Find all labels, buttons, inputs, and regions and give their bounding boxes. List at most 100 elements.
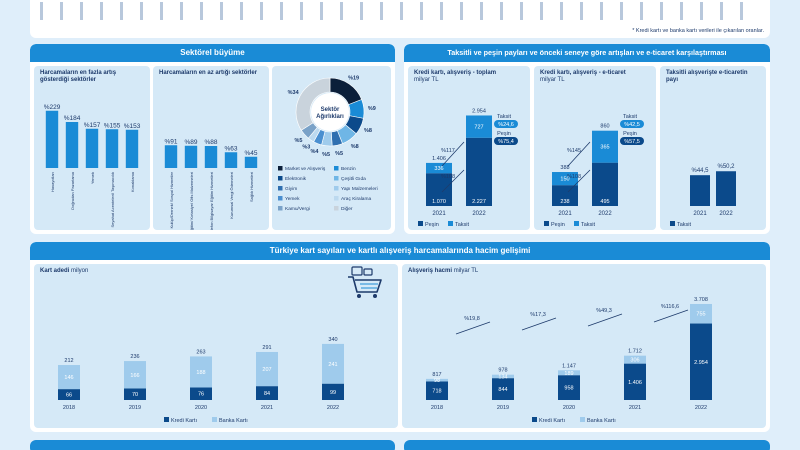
legend-swatch (334, 186, 339, 191)
spend-title: Alışveriş hacmi milyar TL (408, 268, 478, 275)
highest-bar (125, 129, 139, 168)
ecom-taksit-bar (592, 130, 618, 163)
lowest-bar (204, 146, 218, 168)
total-legend-swatch (418, 221, 423, 226)
axis-tick (640, 2, 643, 20)
axis-tick (380, 2, 383, 20)
weight-value-label: %8 (351, 144, 359, 150)
spend-year-label: 2018 (431, 405, 443, 411)
total-taksit-growth: %117 (441, 148, 455, 154)
axis-tick (420, 2, 423, 20)
spend-debit-label: 306 (630, 358, 639, 364)
cards-credit-label: 99 (330, 390, 336, 396)
axis-tick (220, 2, 223, 20)
total-legend-swatch (448, 221, 453, 226)
cards-year-label: 2020 (195, 405, 207, 411)
cards-legend-label: Kredi Kartı (171, 418, 197, 424)
card-count-unit: milyon (71, 268, 89, 274)
legend-swatch (278, 196, 283, 201)
axis-tick (280, 2, 283, 20)
card-count-title: Kart adedi milyon (40, 268, 88, 275)
cards-credit-bar (124, 388, 146, 400)
lowest-bar (244, 156, 258, 168)
weight-value-label: %4 (311, 149, 320, 155)
axis-tick (340, 2, 343, 20)
next-section-left (30, 440, 395, 450)
total-pesin-share-pill (494, 137, 518, 145)
legend-swatch (278, 166, 283, 171)
ecom-legend-swatch (574, 221, 579, 226)
highest-growth-card: Harcamaların en fazla artış gösterdiği s… (34, 66, 150, 230)
total-total-label: 1.406 (432, 156, 446, 162)
cards-credit-label: 76 (198, 392, 204, 398)
axis-tick (60, 2, 63, 20)
highest-value-label: %229 (44, 104, 61, 111)
highest-bar (65, 122, 79, 168)
cards-legend-swatch (212, 417, 217, 422)
donut-title-line1: Sektör (321, 107, 340, 113)
lowest-value-label: %88 (204, 139, 217, 146)
cards-debit-bar (190, 356, 212, 388)
weight-value-label: %8 (364, 128, 372, 134)
cards-debit-label: 166 (130, 373, 139, 379)
spend-growth-arrow (587, 313, 623, 327)
total-legend-label: Taksit (455, 222, 470, 228)
ecom-pesin-label: 495 (600, 199, 609, 205)
lowest-category-label: Eğitim/ Kırtasiye/ Ofis Malzemeleri (189, 172, 194, 230)
legend-swatch (278, 186, 283, 191)
spend-debit-label: 755 (696, 312, 705, 318)
spend-growth-arrow (455, 321, 491, 335)
ecom-unit: milyar TL (540, 77, 565, 83)
highest-bar (105, 129, 119, 168)
axis-tick (180, 2, 183, 20)
spend-legend-swatch (532, 417, 537, 422)
ecom-year-label: 2021 (558, 211, 572, 217)
spend-growth-label: %19,8 (464, 316, 480, 322)
axis-tick (240, 2, 243, 20)
ecom-title-text: Kredi kartı, alışveriş - e-ticaret (540, 70, 626, 76)
spend-year-label: 2021 (629, 405, 641, 411)
sectoral-growth-title: Sektörel büyüme (30, 44, 395, 62)
axis-tick (680, 2, 683, 20)
total-pesin-bar (426, 173, 452, 206)
total-taksit-share: %24,6 (498, 122, 514, 128)
spend-debit-label: 189 (564, 371, 573, 377)
spend-debit-bar (624, 355, 646, 364)
next-section-right (404, 440, 770, 450)
axis-tick (440, 2, 443, 20)
legend-label: Diğer (341, 206, 353, 212)
cards-credit-bar (190, 387, 212, 400)
total-pesin-share-name: Peşin (497, 131, 511, 137)
spend-growth-label: %116,6 (661, 304, 679, 310)
lowest-category-label: Telefon Bilgisayar Eğitim Hizmetleri (209, 172, 214, 230)
spend-total-label: 978 (498, 368, 507, 374)
spend-title-text: Alışveriş hacmi (408, 268, 453, 274)
legend-swatch (334, 196, 339, 201)
axis-tick (320, 2, 323, 20)
weight-value-label: %34 (288, 90, 300, 96)
weight-value-label: %9 (368, 106, 376, 112)
highest-bar (85, 128, 99, 168)
sector-weights-chart: %19%9%8%8%5%5%4%3%5%34SektörAğırlıklarıM… (278, 75, 378, 212)
cards-debit-bar (58, 365, 80, 390)
axis-tick-row (40, 0, 743, 26)
legend-swatch (334, 206, 339, 211)
cards-year-label: 2021 (261, 405, 273, 411)
lowest-growth-card: Harcamaların en az artığı sektörler %91 K… (153, 66, 269, 230)
axis-tick (580, 2, 583, 20)
legend-label: Çeşitli Gıda (341, 176, 366, 182)
volume-panel: Türkiye kart sayıları ve kartlı alışveri… (30, 242, 770, 432)
lowest-bar (164, 145, 178, 168)
ecom-taksit-label: 150 (560, 177, 569, 183)
spend-debit-bar (426, 378, 448, 382)
highest-value-label: %184 (64, 115, 81, 122)
total-taksit-label: 727 (474, 125, 483, 131)
cards-total-label: 236 (130, 354, 139, 360)
lowest-value-label: %63 (224, 145, 237, 152)
total-taksit-share-name: Taksit (497, 114, 512, 120)
legend-label: Yemek (285, 196, 300, 202)
ecom-legend-label: Taksit (581, 222, 596, 228)
cards-credit-bar (322, 383, 344, 400)
ecom-pesin-label: 238 (560, 199, 569, 205)
